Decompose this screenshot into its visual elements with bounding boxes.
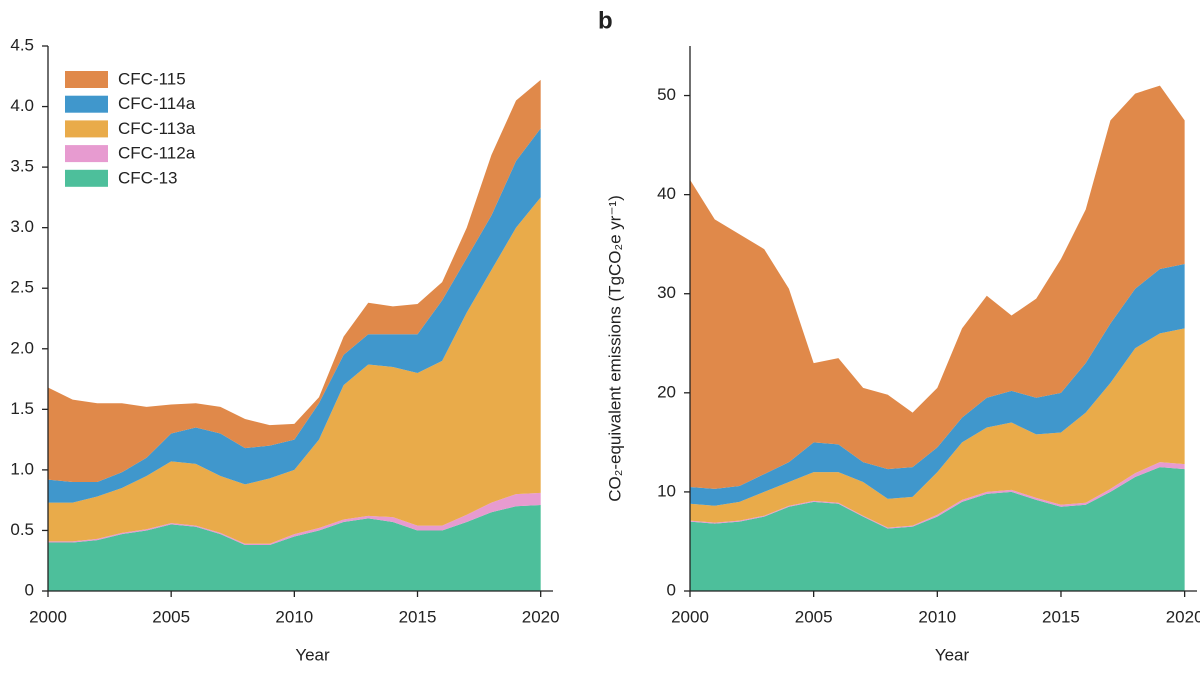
x-tick-label: 2020	[522, 607, 560, 626]
area	[48, 492, 541, 545]
y-tick-label: 0	[25, 580, 34, 599]
y-tick-label: 0.5	[10, 520, 34, 539]
x-tick-label: 2010	[275, 607, 313, 626]
x-tick-label: 2015	[399, 607, 437, 626]
area	[690, 467, 1185, 591]
x-axis-label: Year	[295, 645, 330, 664]
x-tick-label: 2020	[1166, 607, 1200, 626]
legend-swatch	[65, 169, 108, 187]
area	[690, 264, 1185, 506]
y-tick-label: 3.5	[10, 157, 34, 176]
y-tick-label: 4.0	[10, 96, 34, 115]
x-tick-label: 2005	[152, 607, 190, 626]
legend-swatch	[65, 95, 108, 113]
y-tick-label: 40	[657, 184, 676, 203]
x-tick-label: 2005	[795, 607, 833, 626]
y-tick-label: 2.5	[10, 278, 34, 297]
x-tick-label: 2000	[671, 607, 709, 626]
y-tick-label: 2.0	[10, 338, 34, 357]
y-tick-label: 3.0	[10, 217, 34, 236]
y-tick-label: 20	[657, 382, 676, 401]
y-tick-label: 4.5	[10, 35, 34, 54]
legend-swatch	[65, 120, 108, 138]
x-axis-label: Year	[935, 645, 970, 664]
y-tick-label: 1.0	[10, 459, 34, 478]
y-tick-label: 1.5	[10, 399, 34, 418]
y-tick-label: 0	[667, 580, 676, 599]
legend-label: CFC-114a	[118, 94, 196, 113]
area	[48, 197, 541, 544]
area	[48, 505, 541, 591]
area	[690, 462, 1185, 529]
area	[48, 128, 541, 503]
x-tick-label: 2010	[918, 607, 956, 626]
legend-swatch	[65, 145, 108, 163]
y-tick-label: 50	[657, 85, 676, 104]
x-tick-label: 2015	[1042, 607, 1080, 626]
area	[690, 85, 1185, 489]
y-tick-label: 10	[657, 481, 676, 500]
area	[690, 328, 1185, 528]
legend-label: CFC-112a	[118, 144, 196, 163]
x-tick-label: 2000	[29, 607, 67, 626]
legend-label: CFC-13	[118, 168, 178, 187]
legend-label: CFC-115	[118, 69, 186, 88]
y-axis-label: CO₂-equivalent emissions (TgCO₂e yr⁻¹)	[605, 195, 624, 502]
panel-label: b	[598, 7, 613, 34]
legend-swatch	[65, 71, 108, 88]
y-tick-label: 30	[657, 283, 676, 302]
legend-label: CFC-113a	[118, 119, 196, 138]
area	[48, 79, 541, 483]
